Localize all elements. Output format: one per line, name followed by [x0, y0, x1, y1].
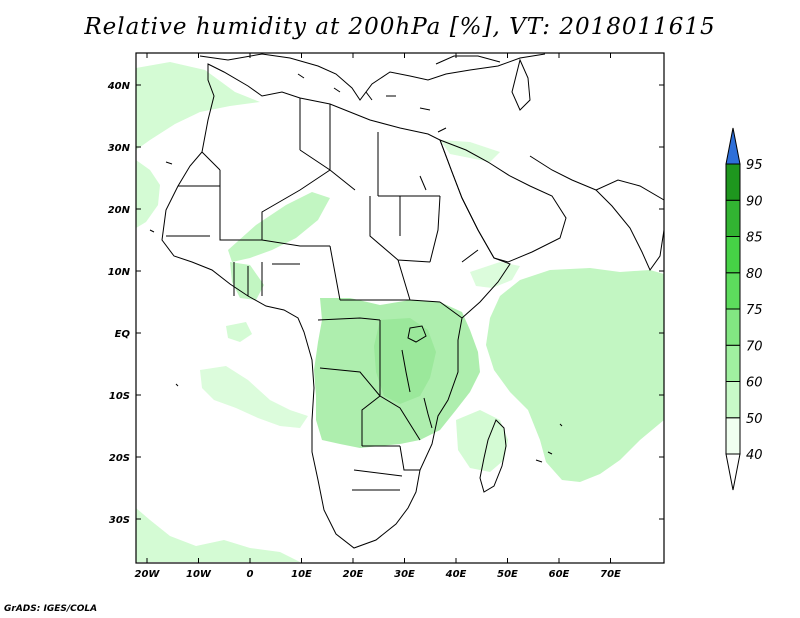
humidity-region-atlantic-north: [136, 160, 160, 228]
colorbar-segment: [725, 272, 741, 310]
colorbar-label: 80: [746, 267, 763, 282]
humidity-region-atlantic-gulf: [226, 322, 252, 342]
mediterranean-islands: [297, 73, 447, 133]
border-lines: [166, 98, 479, 491]
colorbar-label: 95: [746, 158, 763, 173]
colorbar-segment: [725, 417, 741, 455]
arabia-coastline: [439, 139, 567, 263]
lake-nasser: [419, 175, 427, 191]
colorbar-segment: [725, 381, 741, 419]
lat-label: EQ: [115, 329, 131, 340]
axis-labels: 20W 10W 0 10E 20E 30E 40E 50E 60E 70E 40N 30N 20N 10N…: [107, 81, 621, 580]
lon-label: 60E: [549, 569, 570, 580]
humidity-region-atlantic-south: [200, 366, 308, 428]
humidity-shading: [136, 62, 664, 562]
colorbar-segment: [725, 163, 741, 201]
lake-tanganyika: [401, 349, 411, 393]
lat-label: 20N: [108, 205, 131, 216]
colorbar-segment: [725, 199, 741, 237]
lat-label: 30N: [108, 143, 131, 154]
indian-ocean-islands: [535, 423, 563, 463]
persian-gulf-coastline: [529, 155, 597, 191]
atlantic-islands: [149, 161, 179, 387]
europe-coastline: [199, 53, 546, 101]
humidity-region-west-africa: [228, 192, 330, 262]
map-panel: [135, 52, 665, 564]
caspian-coastline: [511, 58, 531, 111]
lon-label: 0: [247, 569, 254, 580]
lake-victoria: [407, 325, 427, 343]
colorbar-segment: [725, 344, 741, 382]
lon-label: 30E: [394, 569, 415, 580]
lon-label: 10E: [291, 569, 312, 580]
lat-label: 30S: [109, 515, 130, 526]
colorbar-label: 90: [746, 194, 763, 209]
colorbar-label: 75: [746, 303, 763, 318]
lon-label: 20E: [343, 569, 364, 580]
black-sea-coastline: [435, 55, 501, 65]
grads-credit: GrADS: IGES/COLA: [4, 604, 98, 614]
madagascar-coastline: [479, 419, 507, 493]
humidity-region-indian-ocean: [486, 268, 664, 482]
lon-label: 70E: [600, 569, 621, 580]
colorbar-label: 85: [746, 231, 763, 246]
colorbar-segment: [725, 236, 741, 274]
axis-ticks: [136, 53, 664, 563]
humidity-region-nw-plume: [136, 62, 260, 150]
map-frame: [135, 52, 665, 564]
humidity-region-sahel: [230, 262, 264, 300]
colorbar: 40 50 60 70 75 80 85 90 95: [725, 127, 763, 491]
colorbar-underflow-triangle: [725, 453, 741, 491]
lat-label: 10N: [108, 267, 131, 278]
colorbar-label: 50: [746, 412, 763, 427]
lon-label: 20W: [135, 569, 161, 580]
africa-coastline: [161, 63, 511, 549]
colorbar-segment: [725, 308, 741, 346]
lat-label: 40N: [107, 81, 131, 92]
lake-malawi: [423, 397, 433, 429]
lat-label: 20S: [109, 453, 130, 464]
lon-label: 10W: [186, 569, 212, 580]
coastlines-and-borders: [149, 53, 665, 549]
lat-label: 10S: [109, 391, 130, 402]
lon-label: 40E: [445, 569, 467, 580]
lon-label: 50E: [497, 569, 518, 580]
colorbar-overflow-triangle: [725, 127, 741, 165]
colorbar-label: 40: [746, 448, 763, 463]
humidity-region-mozambique-channel: [456, 410, 508, 472]
colorbar-label: 60: [746, 376, 763, 391]
humidity-region-atlantic-sw: [136, 508, 300, 562]
india-coastline: [595, 179, 665, 272]
map-title: Relative humidity at 200hPa [%], VT: 201…: [84, 14, 716, 40]
colorbar-label: 70: [746, 339, 763, 354]
